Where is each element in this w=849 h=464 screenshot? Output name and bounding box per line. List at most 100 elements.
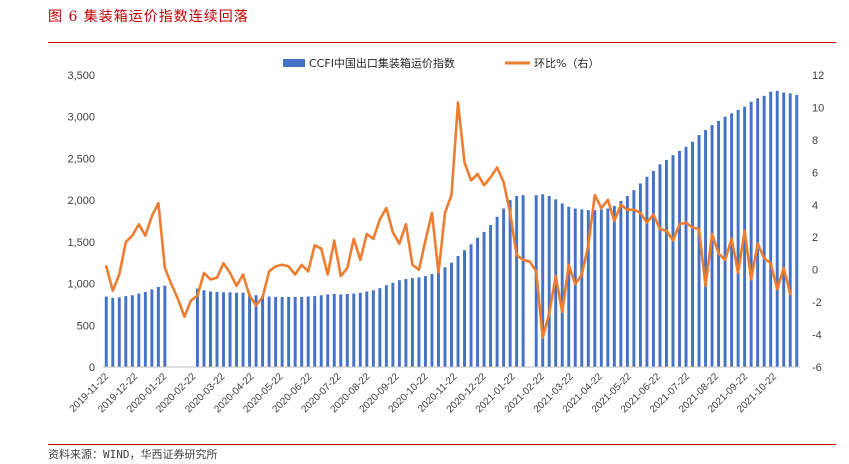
y-right-tick-label: -4 <box>812 330 822 342</box>
ccfi-bar <box>476 237 480 367</box>
mom-change-point <box>339 275 342 278</box>
mom-change-point <box>626 208 629 211</box>
mom-change-point <box>489 176 492 179</box>
ccfi-bar <box>417 277 421 367</box>
mom-change-point <box>418 268 420 271</box>
mom-change-point <box>535 270 538 273</box>
ccfi-bar <box>371 290 375 367</box>
ccfi-bar <box>443 267 447 367</box>
ccfi-bar <box>423 276 427 367</box>
mom-change-point <box>711 233 713 235</box>
ccfi-bar <box>567 206 571 367</box>
mom-change-point <box>685 221 687 224</box>
mom-change-point <box>698 228 700 231</box>
mom-change-point <box>190 299 192 302</box>
ccfi-bar <box>300 296 304 367</box>
bar-series <box>104 90 799 368</box>
legend-line-label: 环比%（右） <box>534 56 599 70</box>
mom-change-point <box>431 211 433 214</box>
mom-change-point <box>659 228 661 231</box>
mom-change-point <box>743 229 746 232</box>
legend-bar-swatch <box>283 59 305 67</box>
ccfi-bar <box>691 141 694 367</box>
mom-change-point <box>756 242 759 245</box>
mom-change-point <box>391 231 394 234</box>
ccfi-bar <box>450 262 453 367</box>
ccfi-bar <box>287 296 291 367</box>
mom-change-point <box>515 254 518 256</box>
y-right-tick-label: 12 <box>812 70 824 82</box>
y-right-tick-label: 0 <box>812 265 818 277</box>
ccfi-bar <box>469 244 473 367</box>
mom-change-point <box>268 270 271 273</box>
mom-change-point <box>483 184 485 187</box>
ccfi-bar <box>267 296 271 367</box>
mom-change-point <box>111 289 114 292</box>
mom-change-point <box>248 294 251 297</box>
ccfi-bar <box>241 292 245 367</box>
y-right-tick-label: 4 <box>812 200 818 212</box>
mom-change-point <box>672 239 674 242</box>
ccfi-bar <box>111 297 115 367</box>
mom-change-point <box>502 181 505 183</box>
ccfi-bar <box>697 135 701 367</box>
mom-change-point <box>463 161 466 164</box>
mom-change-point <box>183 315 186 318</box>
ccfi-bar <box>515 195 519 367</box>
mom-change-point <box>587 244 590 247</box>
ccfi-bar <box>215 291 219 367</box>
ccfi-bar <box>795 95 799 368</box>
ccfi-bar <box>482 231 486 367</box>
mom-change-point <box>593 194 596 196</box>
mom-change-point <box>470 179 472 182</box>
ccfi-bar <box>580 209 584 367</box>
ccfi-bar <box>463 250 466 367</box>
ccfi-bar <box>391 282 395 367</box>
y-left-tick-label: 3,500 <box>67 70 95 82</box>
ccfi-bar <box>769 91 773 367</box>
ccfi-bar <box>456 256 460 367</box>
ccfi-bar <box>358 292 362 367</box>
ccfi-bar <box>397 280 401 367</box>
ccfi-bar <box>209 291 212 367</box>
mom-change-point <box>457 101 459 104</box>
mom-change-point <box>216 276 218 279</box>
mom-change-point <box>619 203 622 206</box>
ccfi-bar <box>137 293 141 367</box>
mom-change-point <box>652 213 655 216</box>
mom-change-point <box>548 312 551 315</box>
ccfi-bar <box>586 210 590 367</box>
mom-change-point <box>561 310 564 313</box>
y-left-tick-label: 1,500 <box>67 237 95 249</box>
legend-bar-label: CCFI中国出口集装箱运价指数 <box>309 56 455 70</box>
mom-change-point <box>691 226 694 229</box>
mom-change-point <box>157 202 160 205</box>
mom-change-point <box>541 336 544 339</box>
mom-change-point <box>365 233 368 235</box>
ccfi-bar <box>502 208 506 367</box>
mom-change-point <box>307 270 310 273</box>
mom-change-point <box>600 207 603 209</box>
ccfi-bar <box>788 93 792 367</box>
ccfi-bar <box>384 285 388 367</box>
mom-change-point <box>287 265 290 268</box>
mom-change-point <box>137 223 140 226</box>
y-left-tick-label: 3,000 <box>67 112 95 124</box>
mom-change-point <box>704 284 707 287</box>
mom-change-point <box>554 275 557 278</box>
ccfi-bar <box>717 120 721 367</box>
mom-change-point <box>789 293 792 295</box>
source-note: 资料来源：WIND，华西证券研究所 <box>48 448 218 461</box>
ccfi-bar <box>306 296 310 367</box>
ccfi-bar <box>560 203 564 367</box>
ccfi-bar <box>332 294 336 367</box>
ccfi-bar <box>632 190 636 367</box>
mom-change-point <box>385 207 388 209</box>
mom-change-point <box>782 267 785 269</box>
ccfi-bar <box>678 150 681 367</box>
ccfi-bar <box>684 146 688 367</box>
ccfi-bar <box>195 288 199 367</box>
mom-change-point <box>405 223 407 226</box>
mom-change-point <box>639 211 642 214</box>
